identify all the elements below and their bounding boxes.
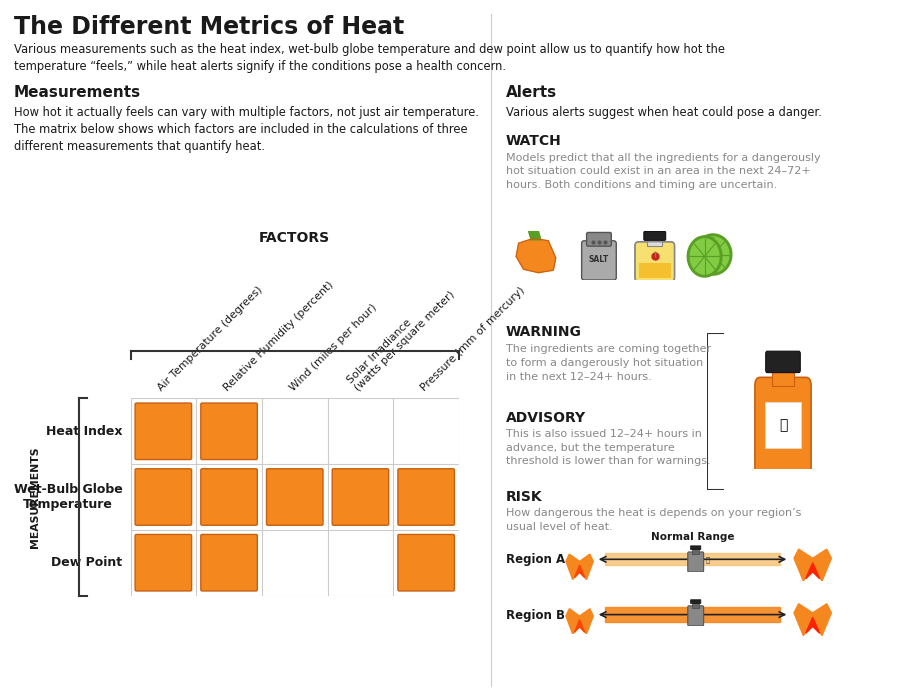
FancyBboxPatch shape xyxy=(135,534,192,591)
Text: Wind (miles per hour): Wind (miles per hour) xyxy=(288,302,379,393)
Text: Wind: Wind xyxy=(0,699,1,700)
FancyBboxPatch shape xyxy=(398,534,454,591)
Text: (percent): (percent) xyxy=(0,699,1,700)
Polygon shape xyxy=(794,603,832,636)
Text: 🌶: 🌶 xyxy=(778,418,788,432)
Text: How hot it actually feels can vary with multiple factors, not just air temperatu: How hot it actually feels can vary with … xyxy=(14,106,479,153)
Polygon shape xyxy=(688,236,722,277)
FancyBboxPatch shape xyxy=(201,469,257,525)
Bar xyxy=(639,263,670,277)
Text: This is also issued 12–24+ hours in
advance, but the temperature
threshold is lo: This is also issued 12–24+ hours in adva… xyxy=(506,429,710,466)
FancyBboxPatch shape xyxy=(581,241,616,280)
FancyBboxPatch shape xyxy=(690,600,701,603)
Text: Heat Index: Heat Index xyxy=(46,425,122,438)
Text: Region B: Region B xyxy=(506,610,565,622)
FancyBboxPatch shape xyxy=(201,403,257,460)
FancyBboxPatch shape xyxy=(644,232,666,240)
Text: Measurements: Measurements xyxy=(14,85,140,100)
Polygon shape xyxy=(698,237,729,272)
Bar xyxy=(772,369,794,386)
Polygon shape xyxy=(694,234,732,275)
Text: (watts per square meter): (watts per square meter) xyxy=(0,699,1,700)
Text: FACTORS: FACTORS xyxy=(259,231,330,245)
FancyBboxPatch shape xyxy=(766,351,800,372)
FancyBboxPatch shape xyxy=(688,606,704,626)
Polygon shape xyxy=(806,617,820,634)
Text: ADVISORY: ADVISORY xyxy=(506,411,586,425)
Polygon shape xyxy=(566,554,593,580)
Text: Pressure: Pressure xyxy=(0,699,1,700)
Polygon shape xyxy=(606,554,779,565)
Text: The ingredients are coming together
to form a dangerously hot situation
in the n: The ingredients are coming together to f… xyxy=(506,344,711,382)
Text: SALT: SALT xyxy=(589,255,609,264)
FancyBboxPatch shape xyxy=(135,469,192,525)
Text: (mm of mercury): (mm of mercury) xyxy=(0,699,1,700)
Text: Various measurements such as the heat index, wet-bulb globe temperature and dew : Various measurements such as the heat in… xyxy=(14,43,724,74)
Text: Various alerts suggest when heat could pose a danger.: Various alerts suggest when heat could p… xyxy=(506,106,822,120)
Text: The Different Metrics of Heat: The Different Metrics of Heat xyxy=(14,15,404,39)
FancyBboxPatch shape xyxy=(690,546,701,550)
FancyBboxPatch shape xyxy=(135,403,192,460)
Text: (miles per hour): (miles per hour) xyxy=(0,699,1,700)
FancyBboxPatch shape xyxy=(587,232,611,246)
Text: (degrees): (degrees) xyxy=(0,699,1,700)
Text: Solar Irradiance: Solar Irradiance xyxy=(0,699,1,700)
FancyBboxPatch shape xyxy=(688,552,704,572)
Polygon shape xyxy=(574,565,585,578)
Polygon shape xyxy=(528,231,541,240)
Bar xyxy=(647,239,662,246)
Polygon shape xyxy=(574,620,585,632)
Text: Alerts: Alerts xyxy=(506,85,557,100)
Text: How dangerous the heat is depends on your region’s
usual level of heat.: How dangerous the heat is depends on you… xyxy=(506,508,801,532)
Text: Normal Range: Normal Range xyxy=(651,532,734,542)
Text: Wet-Bulb Globe
Temperature: Wet-Bulb Globe Temperature xyxy=(14,483,122,511)
FancyBboxPatch shape xyxy=(201,534,257,591)
Polygon shape xyxy=(606,607,779,622)
Text: Solar Irradiance
(watts per square meter): Solar Irradiance (watts per square meter… xyxy=(346,281,457,393)
FancyBboxPatch shape xyxy=(266,469,323,525)
Polygon shape xyxy=(566,609,593,634)
Bar xyxy=(692,603,699,608)
Text: RISK: RISK xyxy=(506,490,543,504)
Polygon shape xyxy=(794,549,832,581)
FancyBboxPatch shape xyxy=(332,469,389,525)
Text: Dew Point: Dew Point xyxy=(51,556,122,569)
Text: Pressure (mm of mercury): Pressure (mm of mercury) xyxy=(419,286,527,393)
Bar xyxy=(765,402,801,447)
Polygon shape xyxy=(517,238,556,273)
FancyBboxPatch shape xyxy=(398,469,454,525)
Polygon shape xyxy=(806,563,820,579)
Text: Region A: Region A xyxy=(506,554,565,566)
FancyBboxPatch shape xyxy=(635,241,675,281)
Text: Relative Humidity (percent): Relative Humidity (percent) xyxy=(222,280,336,393)
Text: Models predict that all the ingredients for a dangerously
hot situation could ex: Models predict that all the ingredients … xyxy=(506,153,821,190)
FancyBboxPatch shape xyxy=(755,377,811,475)
Text: MEASUREMENTS: MEASUREMENTS xyxy=(31,447,40,547)
Text: ⬛: ⬛ xyxy=(706,556,710,563)
Text: Air Temperature (degrees): Air Temperature (degrees) xyxy=(157,285,265,393)
Text: WATCH: WATCH xyxy=(506,134,562,148)
Bar xyxy=(692,549,699,554)
Text: WARNING: WARNING xyxy=(506,326,581,340)
Polygon shape xyxy=(690,239,719,274)
Text: Air Temperature: Air Temperature xyxy=(0,699,1,700)
Text: Relative Humidity: Relative Humidity xyxy=(0,699,1,700)
